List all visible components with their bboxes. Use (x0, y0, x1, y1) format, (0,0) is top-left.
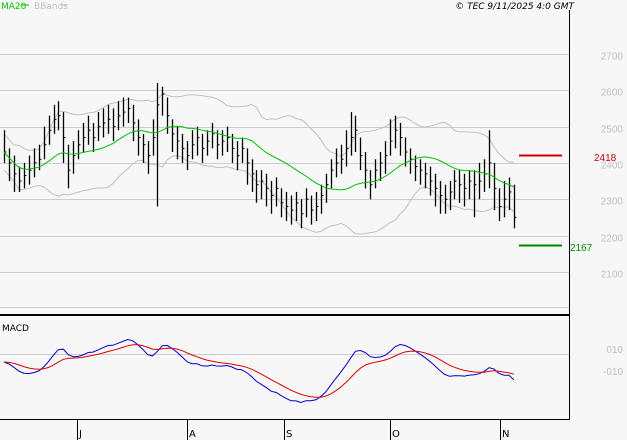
macd-title: MACD (2, 324, 29, 334)
x-tick-label: N (502, 429, 509, 440)
axes: 2700 2600 2500 2400 2300 2200 2100 010 -010 J A S O N (77, 52, 624, 440)
macd-tick-label: 010 (606, 345, 623, 356)
y-tick-label: 2500 (601, 125, 624, 136)
grid-lines (0, 54, 569, 355)
y-tick-label: 2100 (601, 270, 624, 281)
signal-line (3, 344, 515, 398)
x-tick-label: A (189, 429, 196, 440)
x-tick-label: S (286, 429, 292, 440)
support-label: 2167 (570, 243, 593, 254)
x-tick-label: O (392, 429, 400, 440)
bband-lower (3, 155, 515, 235)
copyright: © TEC 9/11/2025 4:0 GMT (455, 2, 575, 12)
bband-upper (3, 92, 514, 163)
y-tick-label: 2700 (601, 52, 624, 63)
macd-panel (3, 338, 515, 404)
macd-tick-label: -010 (603, 367, 623, 378)
ma20-line (3, 125, 515, 191)
legend-bbands: BBands (34, 2, 68, 12)
y-tick-label: 2300 (601, 197, 624, 208)
y-tick-label: 2600 (601, 88, 624, 99)
y-tick-label: 2400 (601, 161, 624, 172)
y-tick-label: 2200 (601, 234, 624, 245)
bbands (3, 92, 515, 235)
ma20-path (3, 125, 515, 191)
x-tick-label: J (78, 429, 82, 440)
resistance-label: 2418 (594, 153, 617, 164)
legend-ma20: MA20 (1, 2, 27, 12)
ohlc-bars (3, 83, 517, 229)
macd-line (3, 338, 515, 404)
